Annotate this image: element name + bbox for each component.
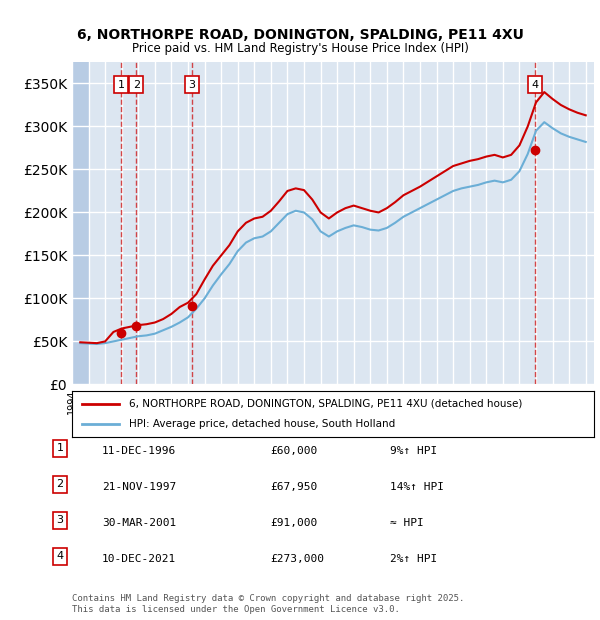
Text: 14%↑ HPI: 14%↑ HPI bbox=[390, 482, 444, 492]
Text: HPI: Average price, detached house, South Holland: HPI: Average price, detached house, Sout… bbox=[130, 419, 395, 429]
Text: Contains HM Land Registry data © Crown copyright and database right 2025.
This d: Contains HM Land Registry data © Crown c… bbox=[72, 595, 464, 614]
Text: £91,000: £91,000 bbox=[270, 518, 317, 528]
Text: 1: 1 bbox=[56, 443, 64, 453]
Text: 6, NORTHORPE ROAD, DONINGTON, SPALDING, PE11 4XU (detached house): 6, NORTHORPE ROAD, DONINGTON, SPALDING, … bbox=[130, 399, 523, 409]
Text: 4: 4 bbox=[56, 551, 64, 561]
Text: 1: 1 bbox=[118, 79, 124, 89]
Text: £60,000: £60,000 bbox=[270, 446, 317, 456]
Text: 2%↑ HPI: 2%↑ HPI bbox=[390, 554, 437, 564]
Text: 2: 2 bbox=[133, 79, 140, 89]
Text: 6, NORTHORPE ROAD, DONINGTON, SPALDING, PE11 4XU: 6, NORTHORPE ROAD, DONINGTON, SPALDING, … bbox=[77, 28, 523, 42]
Text: 9%↑ HPI: 9%↑ HPI bbox=[390, 446, 437, 456]
Bar bbox=[72, 62, 89, 384]
Text: 11-DEC-1996: 11-DEC-1996 bbox=[102, 446, 176, 456]
Text: 30-MAR-2001: 30-MAR-2001 bbox=[102, 518, 176, 528]
Text: £67,950: £67,950 bbox=[270, 482, 317, 492]
Text: Price paid vs. HM Land Registry's House Price Index (HPI): Price paid vs. HM Land Registry's House … bbox=[131, 42, 469, 55]
Text: 2: 2 bbox=[56, 479, 64, 489]
Text: 3: 3 bbox=[188, 79, 196, 89]
Text: £273,000: £273,000 bbox=[270, 554, 324, 564]
Text: 3: 3 bbox=[56, 515, 64, 525]
Text: 4: 4 bbox=[532, 79, 539, 89]
Text: 21-NOV-1997: 21-NOV-1997 bbox=[102, 482, 176, 492]
Text: ≈ HPI: ≈ HPI bbox=[390, 518, 424, 528]
Text: 10-DEC-2021: 10-DEC-2021 bbox=[102, 554, 176, 564]
